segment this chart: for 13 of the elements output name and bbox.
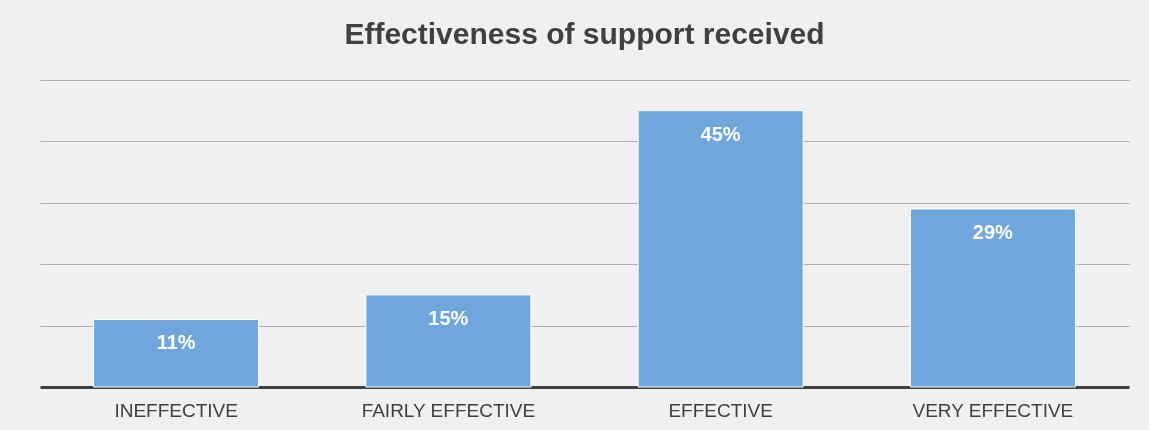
chart-title: Effectiveness of support received [344,17,825,50]
bar [93,318,260,388]
data-label: 11% [156,331,196,354]
x-tick-label: FAIRLY EFFECTIVE [361,399,536,421]
x-tick-label: VERY EFFECTIVE [912,399,1074,421]
data-label: 29% [972,220,1014,243]
bar [637,110,804,388]
x-tick-label: INEFFECTIVE [114,399,238,421]
bar [909,208,1076,388]
data-label: 45% [700,122,741,145]
bar [365,294,532,388]
x-tick-label: EFFECTIVE [668,399,773,421]
data-label: 15% [428,306,469,329]
